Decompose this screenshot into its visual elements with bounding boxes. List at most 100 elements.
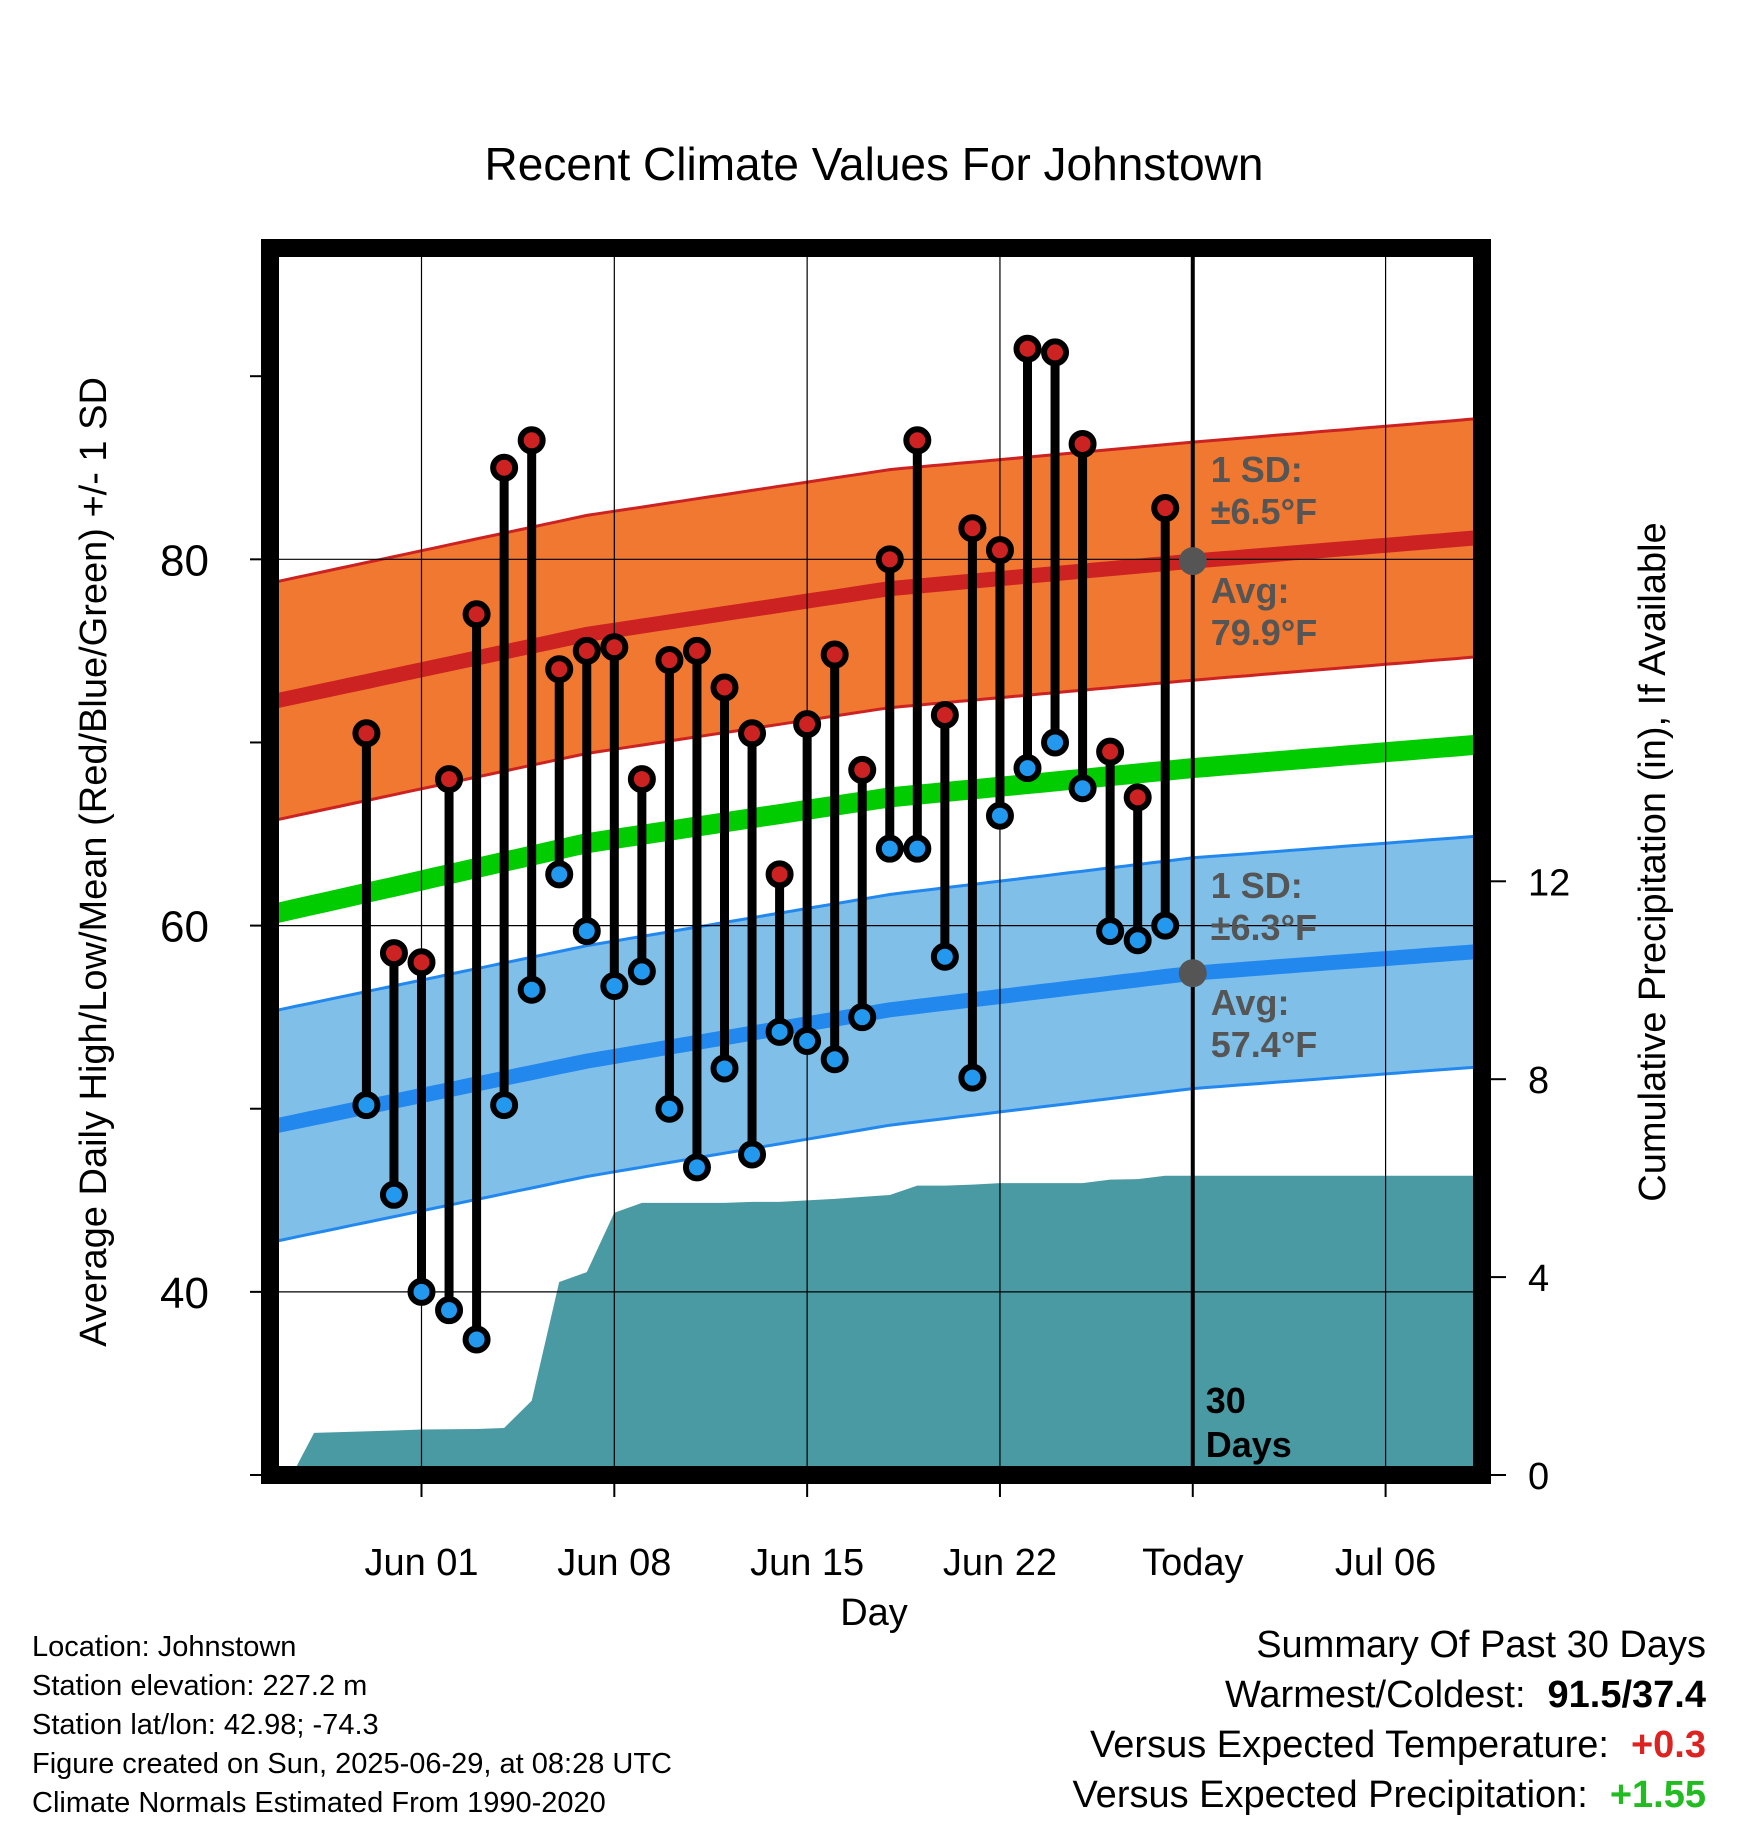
high-temp-marker: [682, 636, 711, 665]
low-temp-marker: [682, 1153, 711, 1182]
low-avg-marker: [1178, 959, 1207, 988]
low-temp-marker: [490, 1091, 519, 1120]
plot-frame: [261, 239, 1491, 1484]
latlon-text: Station lat/lon: 42.98; -74.3: [32, 1709, 379, 1741]
high-temp-marker: [490, 453, 519, 482]
low-temp-marker: [600, 972, 629, 1001]
y-left-tick-label: 60: [160, 903, 209, 952]
precip-value: +1.55: [1609, 1774, 1706, 1816]
low-temp-marker: [407, 1277, 436, 1306]
normal-mean-line: [267, 734, 1483, 925]
summary-temp: Versus Expected Temperature: +0.3: [1072, 1720, 1706, 1770]
temp-label: Versus Expected Temperature:: [1090, 1724, 1609, 1766]
low-temp-marker: [1013, 754, 1042, 783]
station-info: Location: Johnstown Station elevation: 2…: [32, 1628, 672, 1823]
low-temp-marker: [848, 1003, 877, 1032]
summary-precip: Versus Expected Precipitation: +1.55: [1072, 1770, 1706, 1820]
x-tick-label: Jun 15: [750, 1542, 864, 1584]
low-temp-marker: [1068, 774, 1097, 803]
low-temp-marker: [930, 942, 959, 971]
warm-cold-value: 91.5/37.4: [1547, 1674, 1706, 1716]
high-temp-marker: [1013, 334, 1042, 363]
y-left-tick-label: 80: [160, 536, 209, 585]
low-temp-marker: [545, 860, 574, 889]
low-temp-marker: [655, 1094, 684, 1123]
high-temp-marker: [435, 765, 464, 794]
high-temp-marker: [985, 536, 1014, 565]
y-axis-label-right: Cumulative Precipitation (in), If Availa…: [1632, 522, 1674, 1201]
y-right-tick-label: 4: [1528, 1258, 1549, 1300]
high-avg-label: Avg:: [1211, 570, 1290, 611]
high-temp-marker: [600, 633, 629, 662]
x-axis-label: Day: [840, 1592, 908, 1634]
summary-panel: Summary Of Past 30 Days Warmest/Coldest:…: [1072, 1620, 1706, 1820]
high-temp-marker: [765, 860, 794, 889]
low-temp-marker: [765, 1017, 794, 1046]
low-temp-marker: [903, 834, 932, 863]
y-right-tick-label: 12: [1528, 862, 1570, 904]
high-temp-marker: [572, 636, 601, 665]
x-tick-label: Jul 06: [1335, 1542, 1436, 1584]
low-temp-marker: [738, 1140, 767, 1169]
low-temp-marker: [1096, 917, 1125, 946]
high-temp-marker: [820, 640, 849, 669]
x-tick-label: Today: [1142, 1542, 1243, 1584]
high-temp-marker: [1068, 429, 1097, 458]
low-temp-marker: [1041, 728, 1070, 757]
low-temp-marker: [1151, 911, 1180, 940]
high-temp-marker: [462, 600, 491, 629]
low-avg-value: 57.4°F: [1211, 1024, 1317, 1065]
high-temp-marker: [875, 545, 904, 574]
high-avg-marker: [1178, 547, 1207, 576]
low-temp-marker: [517, 975, 546, 1004]
low-temp-marker: [958, 1063, 987, 1092]
temp-value: +0.3: [1630, 1724, 1706, 1766]
high-sd-value: ±6.5°F: [1211, 491, 1317, 532]
days-count-text: Days: [1206, 1424, 1292, 1465]
low-temp-marker: [352, 1091, 381, 1120]
low-temp-marker: [820, 1045, 849, 1074]
x-tick-label: Jun 22: [943, 1542, 1057, 1584]
x-tick-label: Jun 08: [557, 1542, 671, 1584]
normals-text: Climate Normals Estimated From 1990-2020: [32, 1787, 606, 1819]
low-temp-marker: [985, 801, 1014, 830]
x-tick-label: Jun 01: [364, 1542, 478, 1584]
y-axis-label-left: Average Daily High/Low/Mean (Red/Blue/Gr…: [73, 377, 115, 1347]
precip-label: Versus Expected Precipitation:: [1072, 1774, 1588, 1816]
high-temp-marker: [903, 426, 932, 455]
high-temp-marker: [655, 646, 684, 675]
summary-heading: Summary Of Past 30 Days: [1256, 1624, 1706, 1666]
low-avg-label: Avg:: [1211, 982, 1290, 1023]
low-temp-marker: [1123, 926, 1152, 955]
high-temp-marker: [352, 719, 381, 748]
low-temp-marker: [875, 834, 904, 863]
summary-warm-cold: Warmest/Coldest: 91.5/37.4: [1072, 1670, 1706, 1720]
high-temp-marker: [793, 710, 822, 739]
high-sd-label: 1 SD:: [1211, 449, 1303, 490]
high-temp-marker: [517, 426, 546, 455]
high-temp-marker: [930, 700, 959, 729]
high-temp-marker: [1151, 494, 1180, 523]
location-text: Location: Johnstown: [32, 1631, 297, 1663]
high-temp-marker: [848, 755, 877, 784]
elevation-text: Station elevation: 227.2 m: [32, 1670, 368, 1702]
days-count-label: 30: [1206, 1380, 1246, 1421]
high-temp-marker: [545, 655, 574, 684]
low-temp-marker: [627, 957, 656, 986]
low-temp-marker: [462, 1325, 491, 1354]
high-avg-value: 79.9°F: [1211, 612, 1317, 653]
low-temp-marker: [379, 1180, 408, 1209]
normal-low-line: [268, 943, 1483, 1135]
precipitation-area: [292, 1175, 1482, 1475]
high-temp-marker: [1096, 737, 1125, 766]
y-right-tick-label: 8: [1528, 1060, 1549, 1102]
high-temp-marker: [1123, 783, 1152, 812]
high-temp-marker: [379, 939, 408, 968]
high-temp-marker: [738, 719, 767, 748]
created-text: Figure created on Sun, 2025-06-29, at 08…: [32, 1748, 672, 1780]
low-temp-marker: [572, 917, 601, 946]
normal-high-line: [268, 529, 1483, 710]
low-sd-value: ±6.3°F: [1211, 907, 1317, 948]
